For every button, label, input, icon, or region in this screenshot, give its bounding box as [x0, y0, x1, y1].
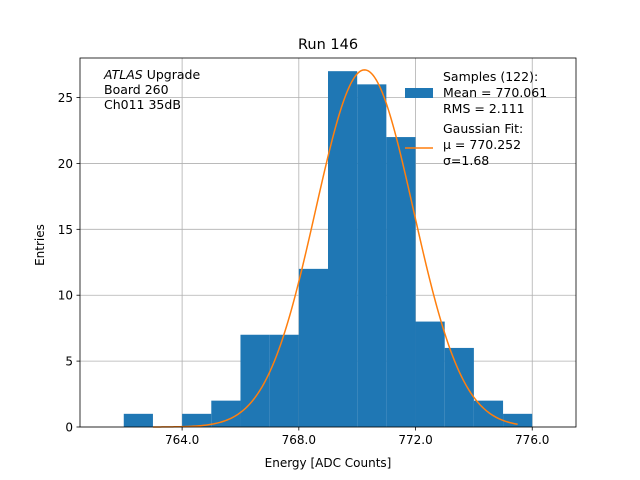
x-tick-label-0: 764.0: [165, 433, 199, 447]
histogram-bar-2: [182, 413, 212, 427]
histogram-bar-9: [386, 137, 416, 428]
histogram-bar-7: [328, 71, 358, 427]
x-tick-label-2: 772.0: [398, 433, 432, 447]
histogram-bars: [123, 71, 533, 428]
histogram-bar-13: [503, 413, 533, 427]
y-axis-ticks: 0 5 10 15 20 25: [58, 91, 80, 435]
legend-fit-line-2: σ=1.68: [443, 153, 489, 168]
legend-samples-line-2: RMS = 2.111: [443, 101, 525, 116]
annotation-line-1: Board 260: [104, 82, 169, 97]
y-tick-label-3: 15: [58, 223, 73, 237]
x-axis-label: Energy [ADC Counts]: [265, 456, 392, 470]
y-tick-label-1: 5: [65, 355, 73, 369]
legend-samples-line-0: Samples (122):: [443, 69, 538, 84]
legend: Samples (122): Mean = 770.061 RMS = 2.11…: [405, 69, 547, 168]
y-tick-label-5: 25: [58, 91, 73, 105]
y-tick-label-2: 10: [58, 289, 73, 303]
legend-samples-swatch: [405, 88, 433, 98]
histogram-bar-11: [444, 347, 474, 427]
histogram-bar-6: [298, 268, 328, 427]
atlas-annotation: ATLAS Upgrade Board 260 Ch011 35dB: [103, 67, 200, 112]
gaussian-fit-curve: [152, 69, 518, 428]
x-tick-label-1: 768.0: [282, 433, 316, 447]
histogram-bar-12: [473, 400, 504, 427]
annotation-line-2: Ch011 35dB: [104, 97, 181, 112]
legend-fit-line-1: μ = 770.252: [443, 137, 521, 152]
legend-fit-line-0: Gaussian Fit:: [443, 121, 523, 136]
histogram-bar-10: [415, 321, 445, 427]
x-tick-label-3: 776.0: [515, 433, 549, 447]
histogram-bar-0: [123, 413, 153, 427]
y-tick-label-0: 0: [65, 421, 73, 435]
histogram-bar-5: [269, 334, 299, 427]
y-tick-label-4: 20: [58, 157, 73, 171]
chart-title: Run 146: [298, 37, 358, 53]
plot-frame: [79, 57, 577, 428]
histogram-bar-8: [357, 84, 387, 427]
annotation-line-0: ATLAS Upgrade: [103, 67, 200, 82]
y-axis-label: Entries: [33, 224, 47, 266]
legend-samples-line-1: Mean = 770.061: [443, 85, 547, 100]
x-axis-ticks: 764.0 768.0 772.0 776.0: [165, 427, 549, 447]
